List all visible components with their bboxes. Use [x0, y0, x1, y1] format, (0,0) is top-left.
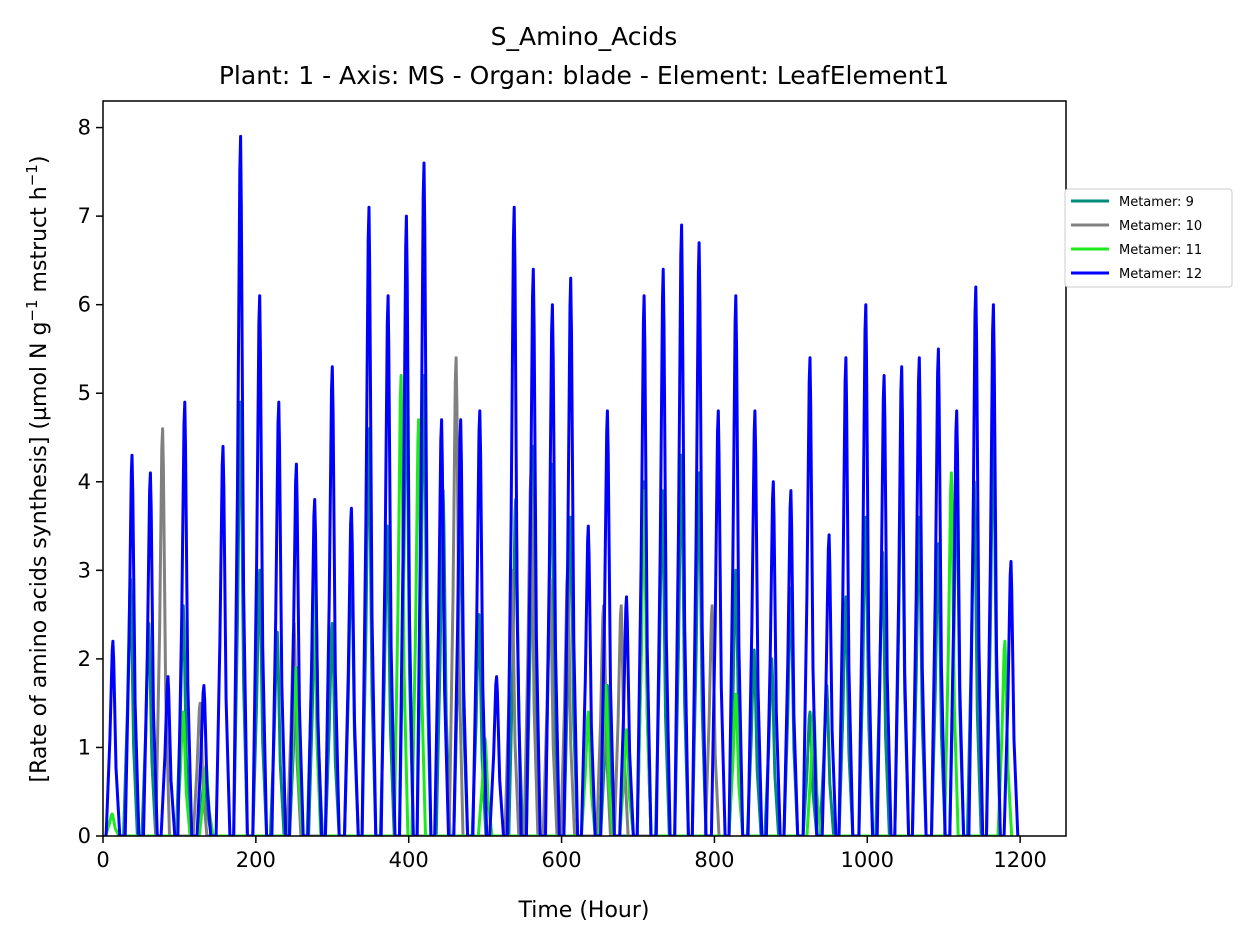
y-tick-label: 2: [78, 647, 91, 671]
y-axis-label-part1: [Rate of amino acids synthesis] (µmol N …: [27, 322, 52, 783]
y-tick-label: 4: [78, 470, 91, 494]
legend-label: Metamer: 9: [1119, 195, 1194, 210]
series-layer: [103, 134, 1020, 836]
y-axis-label-part3: ): [27, 156, 52, 165]
y-axis-label-part2: mstruct h: [27, 186, 52, 299]
legend: Metamer: 9 Metamer: 10 Metamer: 11 Metamer:…: [1064, 188, 1233, 288]
y-tick-label: 0: [78, 824, 91, 848]
plot-area: [102, 100, 1067, 837]
x-tick-label: 1200: [993, 848, 1046, 872]
series-line-4: [104, 134, 1020, 836]
y-tick-label: 6: [78, 293, 91, 317]
x-tick-label: 1000: [841, 848, 894, 872]
y-tick-label: 5: [78, 381, 91, 405]
x-tick-label: 600: [542, 848, 582, 872]
chart-subtitle: Plant: 1 - Axis: MS - Organ: blade - Ele…: [219, 61, 949, 90]
x-tick-label: 200: [236, 848, 276, 872]
x-tick-label: 800: [694, 848, 734, 872]
y-axis-label-sup2: −1: [23, 164, 41, 186]
x-axis: 0 200 400 600 800 1000 1200: [96, 836, 1047, 872]
chart-title: S_Amino_Acids: [491, 22, 678, 51]
plot-frame: [102, 100, 1067, 837]
legend-label: Metamer: 10: [1119, 219, 1202, 234]
legend-label: Metamer: 11: [1119, 243, 1202, 258]
y-tick-label: 3: [78, 558, 91, 582]
x-tick-label: 0: [96, 848, 109, 872]
y-tick-label: 1: [78, 735, 91, 759]
y-tick-label: 7: [78, 204, 91, 228]
y-axis: 0 1 2 3 4 5 6 7 8: [78, 116, 103, 848]
y-axis-label-sup1: −1: [23, 299, 41, 321]
y-axis-label: [Rate of amino acids synthesis] (µmol N …: [23, 156, 52, 783]
x-tick-label: 400: [389, 848, 429, 872]
legend-frame: [1064, 188, 1233, 288]
x-axis-label: Time (Hour): [518, 898, 650, 923]
y-tick-label: 8: [78, 116, 91, 140]
legend-label: Metamer: 12: [1119, 267, 1202, 282]
